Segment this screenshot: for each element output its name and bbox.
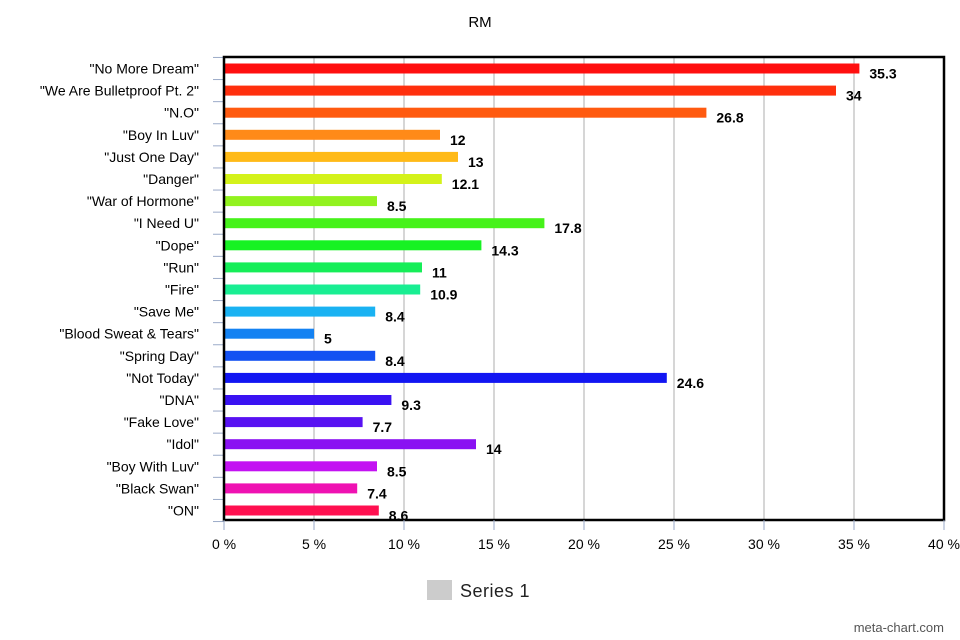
legend[interactable]: Series 1 bbox=[427, 580, 530, 601]
bar bbox=[224, 372, 667, 383]
data-label: 26.8 bbox=[716, 110, 743, 126]
bar bbox=[224, 107, 707, 118]
category-label: "Fire" bbox=[165, 282, 199, 298]
x-tick-label: 0 % bbox=[212, 536, 236, 552]
category-label: "Black Swan" bbox=[116, 480, 199, 496]
category-label: "Idol" bbox=[166, 436, 199, 452]
x-tick-label: 30 % bbox=[748, 536, 780, 552]
data-label: 13 bbox=[468, 154, 484, 170]
category-label: "I Need U" bbox=[134, 215, 199, 231]
bar bbox=[224, 439, 476, 450]
x-tick-label: 35 % bbox=[838, 536, 870, 552]
data-label: 14 bbox=[486, 441, 502, 457]
category-labels: "No More Dream" "We Are Bulletproof Pt. 2… bbox=[40, 61, 199, 519]
legend-swatch-series-1[interactable] bbox=[427, 580, 452, 600]
category-label: "Blood Sweat & Tears" bbox=[59, 326, 199, 342]
category-label: "Spring Day" bbox=[120, 348, 199, 364]
category-label: "Run" bbox=[163, 259, 199, 275]
data-label: 34 bbox=[846, 88, 862, 104]
data-label: 8.5 bbox=[387, 463, 407, 479]
category-label: "ON" bbox=[168, 503, 199, 519]
bars-group bbox=[224, 63, 860, 516]
data-label: 12 bbox=[450, 132, 466, 148]
data-label: 17.8 bbox=[554, 220, 581, 236]
x-axis: 0 % 5 % 10 % 15 % 20 % 25 % 30 % 35 % 40 % bbox=[212, 520, 960, 552]
data-label: 7.7 bbox=[373, 419, 393, 435]
category-label: "Just One Day" bbox=[104, 149, 199, 165]
x-tick-label: 40 % bbox=[928, 536, 960, 552]
bar bbox=[224, 129, 440, 140]
x-tick-label: 25 % bbox=[658, 536, 690, 552]
data-label: 7.4 bbox=[367, 485, 387, 501]
data-label: 12.1 bbox=[452, 176, 479, 192]
bar bbox=[224, 85, 836, 96]
chart-title: RM bbox=[468, 14, 491, 31]
category-label: "We Are Bulletproof Pt. 2" bbox=[40, 83, 199, 99]
bar bbox=[224, 350, 376, 361]
x-tick-label: 20 % bbox=[568, 536, 600, 552]
bar bbox=[224, 461, 377, 472]
bar bbox=[224, 505, 379, 516]
bar bbox=[224, 63, 860, 74]
x-tick-label: 15 % bbox=[478, 536, 510, 552]
category-axis-ticks bbox=[213, 56, 224, 523]
data-label: 8.5 bbox=[387, 198, 407, 214]
legend-label-series-1[interactable]: Series 1 bbox=[460, 581, 530, 601]
bar bbox=[224, 395, 392, 405]
category-label: "Boy In Luv" bbox=[123, 127, 199, 143]
bar bbox=[224, 262, 422, 273]
category-label: "Boy With Luv" bbox=[107, 458, 199, 474]
data-label: 9.3 bbox=[401, 397, 421, 413]
data-label: 11 bbox=[432, 264, 447, 280]
category-label: "War of Hormone" bbox=[87, 193, 199, 209]
category-label: "Fake Love" bbox=[124, 414, 199, 430]
bar bbox=[224, 196, 377, 207]
data-label: 10.9 bbox=[430, 287, 457, 303]
bar bbox=[224, 284, 421, 295]
category-label: "Save Me" bbox=[134, 304, 199, 320]
bar bbox=[224, 306, 376, 317]
x-tick-label: 10 % bbox=[388, 536, 420, 552]
category-label: "Not Today" bbox=[126, 370, 199, 386]
data-label: 8.4 bbox=[385, 309, 405, 325]
category-label: "Dope" bbox=[156, 237, 199, 253]
bar bbox=[224, 483, 358, 494]
category-label: "DNA" bbox=[160, 392, 200, 408]
bar bbox=[224, 240, 482, 251]
data-label: 8.4 bbox=[385, 353, 405, 369]
data-label: 14.3 bbox=[491, 242, 518, 258]
category-label: "N.O" bbox=[164, 105, 199, 121]
data-label: 24.6 bbox=[677, 375, 704, 391]
bar bbox=[224, 174, 442, 184]
bar bbox=[224, 151, 458, 162]
category-label: "No More Dream" bbox=[89, 61, 199, 77]
data-label: 35.3 bbox=[869, 66, 896, 82]
credit-text: meta-chart.com bbox=[854, 620, 944, 635]
x-tick-label: 5 % bbox=[302, 536, 326, 552]
category-label: "Danger" bbox=[143, 171, 199, 187]
bar bbox=[224, 218, 545, 229]
bar bbox=[224, 417, 363, 428]
data-label: 5 bbox=[324, 331, 332, 347]
data-label: 8.6 bbox=[389, 508, 409, 524]
bar bbox=[224, 328, 314, 339]
